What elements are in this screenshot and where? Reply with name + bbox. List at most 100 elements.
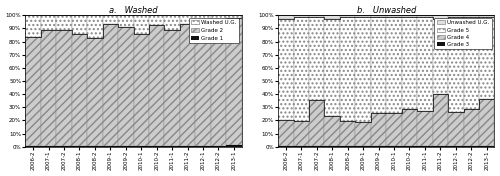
Bar [149, 25, 164, 146]
Bar [356, 146, 371, 147]
Bar [226, 18, 242, 145]
Bar [41, 15, 56, 30]
Bar [464, 109, 479, 146]
Bar [417, 15, 432, 17]
Legend: Washed U.G., Grade 2, Grade 1: Washed U.G., Grade 2, Grade 1 [188, 18, 239, 43]
Title: b.   Unwashed: b. Unwashed [356, 6, 416, 15]
Bar [402, 146, 417, 147]
Bar [294, 17, 309, 121]
Bar [56, 15, 72, 30]
Bar [149, 146, 164, 147]
Bar [56, 146, 72, 147]
Bar [432, 93, 448, 146]
Bar [211, 15, 226, 29]
Bar [479, 17, 494, 99]
Bar [278, 15, 293, 19]
Bar [164, 146, 180, 147]
Bar [87, 38, 102, 146]
Bar [196, 15, 211, 24]
Bar [164, 15, 180, 30]
Bar [26, 146, 41, 147]
Bar [164, 30, 180, 146]
Legend: Unwashed U.G., Grade 5, Grade 4, Grade 3: Unwashed U.G., Grade 5, Grade 4, Grade 3 [434, 18, 492, 49]
Bar [448, 17, 464, 112]
Bar [386, 113, 402, 146]
Bar [309, 17, 324, 100]
Bar [278, 19, 293, 120]
Bar [87, 15, 102, 38]
Bar [356, 122, 371, 146]
Bar [294, 121, 309, 146]
Bar [448, 112, 464, 146]
Bar [72, 15, 87, 34]
Bar [464, 15, 479, 17]
Bar [402, 109, 417, 146]
Bar [386, 17, 402, 113]
Bar [41, 30, 56, 146]
Bar [417, 111, 432, 146]
Bar [196, 146, 211, 147]
Bar [340, 15, 355, 17]
Bar [479, 146, 494, 147]
Bar [118, 15, 134, 27]
Bar [294, 15, 309, 17]
Bar [149, 15, 164, 25]
Bar [134, 146, 149, 147]
Bar [134, 15, 149, 34]
Bar [41, 146, 56, 147]
Bar [102, 15, 118, 24]
Bar [340, 121, 355, 146]
Bar [72, 146, 87, 147]
Bar [87, 146, 102, 147]
Bar [324, 116, 340, 146]
Bar [371, 146, 386, 147]
Bar [340, 146, 355, 147]
Bar [448, 15, 464, 17]
Bar [309, 100, 324, 146]
Bar [309, 15, 324, 17]
Bar [180, 24, 196, 146]
Bar [102, 24, 118, 146]
Bar [464, 17, 479, 109]
Bar [211, 146, 226, 147]
Bar [278, 146, 293, 147]
Title: a.   Washed: a. Washed [109, 6, 158, 15]
Bar [371, 113, 386, 146]
Bar [371, 17, 386, 113]
Bar [278, 120, 293, 146]
Bar [417, 146, 432, 147]
Bar [448, 146, 464, 147]
Bar [324, 15, 340, 19]
Bar [309, 146, 324, 147]
Bar [402, 17, 417, 109]
Bar [226, 145, 242, 147]
Bar [432, 146, 448, 147]
Bar [402, 15, 417, 17]
Bar [56, 30, 72, 146]
Bar [464, 146, 479, 147]
Bar [432, 19, 448, 93]
Bar [371, 15, 386, 17]
Bar [26, 15, 41, 37]
Bar [479, 15, 494, 17]
Bar [226, 15, 242, 18]
Bar [196, 24, 211, 146]
Bar [324, 19, 340, 116]
Bar [118, 27, 134, 146]
Bar [324, 146, 340, 147]
Bar [479, 99, 494, 146]
Bar [417, 17, 432, 111]
Bar [72, 34, 87, 146]
Bar [26, 37, 41, 146]
Bar [180, 146, 196, 147]
Bar [211, 29, 226, 146]
Bar [340, 17, 355, 121]
Bar [294, 146, 309, 147]
Bar [102, 146, 118, 147]
Bar [134, 34, 149, 146]
Bar [180, 15, 196, 24]
Bar [386, 146, 402, 147]
Bar [432, 15, 448, 19]
Bar [356, 15, 371, 17]
Bar [118, 146, 134, 147]
